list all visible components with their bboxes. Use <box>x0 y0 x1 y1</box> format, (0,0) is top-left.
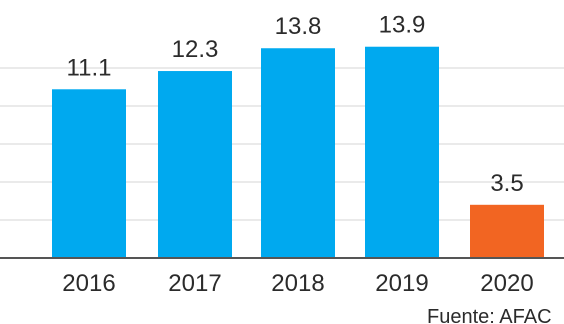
value-label-2020: 3.5 <box>490 170 523 197</box>
value-labels: 11.1 12.3 13.8 13.9 3.5 <box>67 12 524 197</box>
value-label-2019: 13.9 <box>379 12 426 39</box>
x-tick-label-2017: 2017 <box>168 270 221 297</box>
value-label-2017: 12.3 <box>172 36 219 63</box>
value-label-2016: 11.1 <box>67 54 112 81</box>
bar-2019 <box>365 46 439 258</box>
bar-2020 <box>470 204 544 258</box>
x-tick-label-2016: 2016 <box>62 270 115 297</box>
value-label-2018: 13.8 <box>275 13 322 40</box>
bar-2017 <box>158 71 232 258</box>
bar-2018 <box>261 48 335 258</box>
bars <box>52 46 544 258</box>
source-label: Fuente: AFAC <box>427 306 552 324</box>
bar-2016 <box>52 89 126 258</box>
x-tick-label-2019: 2019 <box>375 270 428 297</box>
x-tick-label-2020: 2020 <box>480 270 533 297</box>
x-axis: 2016 2017 2018 2019 2020 <box>0 257 564 297</box>
x-tick-label-2018: 2018 <box>271 270 324 297</box>
